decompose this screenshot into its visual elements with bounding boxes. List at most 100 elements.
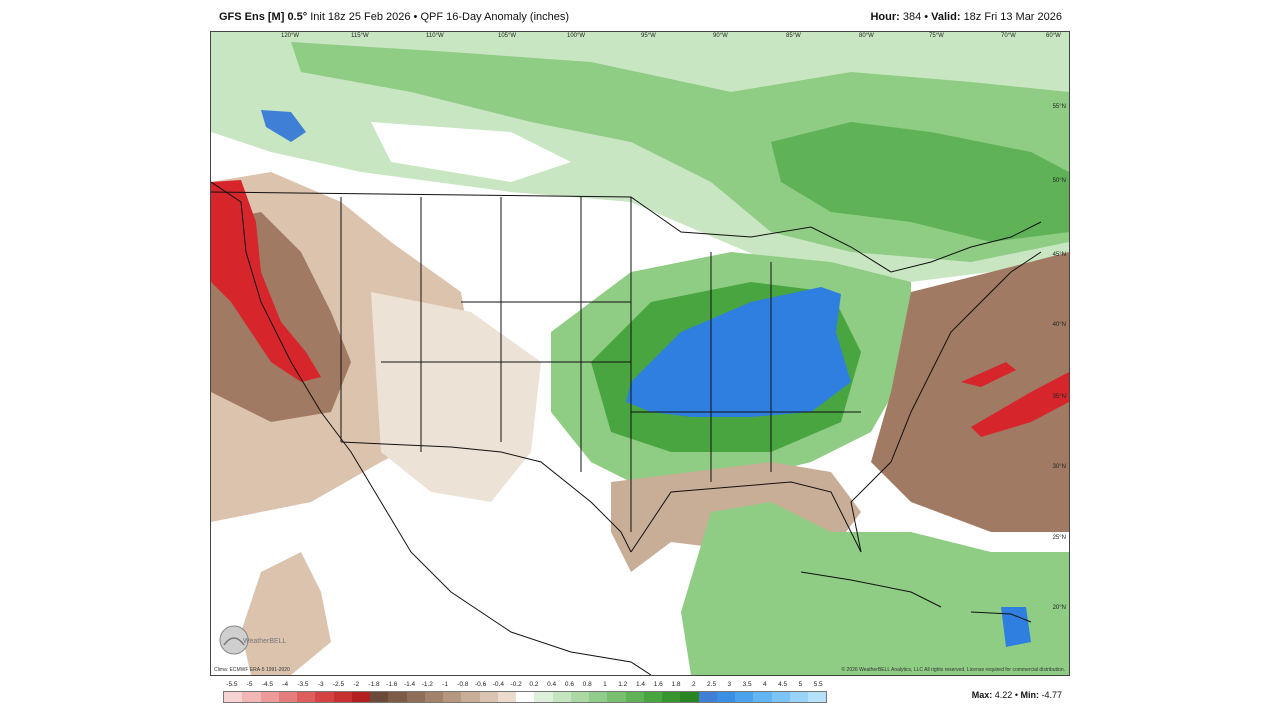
- legend-tick-label: -1.2: [421, 681, 433, 688]
- legend-swatch: [351, 692, 370, 702]
- legend-tick-label: 0.4: [547, 681, 557, 688]
- svg-text:WeatherBELL: WeatherBELL: [243, 638, 287, 645]
- legend-swatch: [333, 692, 352, 702]
- west-red: [211, 180, 321, 382]
- lon-label: 60°W: [1046, 33, 1061, 39]
- legend-swatch: [424, 692, 443, 702]
- copyright-credit: © 2026 WeatherBELL Analytics, LLC All ri…: [841, 667, 1065, 673]
- lat-label: 30°N: [1052, 464, 1066, 470]
- lon-label: 90°W: [713, 33, 728, 39]
- canada-white: [371, 122, 571, 182]
- state-lines: [340, 197, 861, 532]
- header-right: Hour: 384 • Valid: 18z Fri 13 Mar 2026: [870, 11, 1062, 23]
- legend-swatch: [808, 692, 827, 702]
- borders: [211, 181, 1042, 675]
- weatherbell-logo: WeatherBELL: [219, 625, 287, 655]
- map-panel: 120°W 115°W 110°W 105°W 100°W 95°W 90°W …: [210, 31, 1070, 676]
- legend-tick-label: -2: [353, 681, 360, 688]
- max-label: Max:: [971, 690, 993, 700]
- legend-swatch: [370, 692, 389, 702]
- legend-swatch: [680, 692, 699, 702]
- canada-deep-green: [771, 122, 1069, 242]
- legend-tick-label: 1.8: [671, 681, 681, 688]
- legend-swatch: [224, 692, 243, 702]
- lon-label: 110°W: [426, 33, 444, 39]
- legend-swatch: [479, 692, 498, 702]
- us-mexico-border: [340, 441, 632, 553]
- atlantic-brown: [871, 252, 1069, 532]
- hour-value: 384: [902, 11, 922, 23]
- lat-label: 45°N: [1052, 252, 1066, 258]
- legend-swatch: [461, 692, 480, 702]
- pacific-brown: [241, 552, 331, 675]
- nw-blue: [261, 110, 306, 142]
- legend-tick-label: -3.5: [297, 681, 309, 688]
- legend-tick-label: 4: [763, 681, 767, 688]
- legend-swatch: [315, 692, 334, 702]
- min-value: -4.77: [1041, 690, 1062, 700]
- anomaly-map: [211, 32, 1069, 675]
- lon-label: 100°W: [567, 33, 586, 39]
- lon-label: 85°W: [786, 33, 801, 39]
- min-label: Min:: [1020, 690, 1039, 700]
- legend-tick-label: -0.2: [510, 681, 522, 688]
- color-legend: -5.5 -5 -4.5 -4 -3.5 -3 -2.5 -2 -1.8 -1.6 -1.4 -1.2…: [223, 681, 827, 703]
- legend-tick-label: -5.5: [226, 681, 238, 688]
- lat-label: 50°N: [1052, 178, 1066, 184]
- lon-label: 120°W: [281, 33, 300, 39]
- legend-tick-label: 1.6: [653, 681, 663, 688]
- legend-tick-label: 5.5: [813, 681, 823, 688]
- legend-ticks: -5.5 -5 -4.5 -4 -3.5 -3 -2.5 -2 -1.8 -1.6 -1.4 -1.2…: [223, 681, 827, 691]
- lon-label: 80°W: [859, 33, 874, 39]
- lat-label: 20°N: [1052, 605, 1066, 611]
- atlantic-red-2: [971, 372, 1069, 437]
- legend-tick-label: 2: [691, 681, 696, 688]
- legend-tick-label: -1.6: [386, 681, 398, 688]
- legend-tick-label: -0.6: [475, 681, 487, 688]
- atlantic-red-1: [961, 362, 1016, 387]
- lat-label: 40°N: [1052, 322, 1066, 328]
- legend-swatch: [716, 692, 735, 702]
- max-value: 4.22: [994, 690, 1013, 700]
- legend-swatch: [552, 692, 571, 702]
- west-coast: [211, 181, 652, 675]
- legend-swatches: [223, 691, 827, 703]
- product-name: QPF 16-Day Anomaly (inches): [420, 11, 570, 23]
- caribbean-green: [681, 502, 1069, 675]
- legend-tick-label: 4.5: [778, 681, 788, 688]
- us-canada-border: [211, 191, 1042, 273]
- hour-label: Hour:: [870, 11, 900, 23]
- legend-swatch: [735, 692, 754, 702]
- legend-swatch: [516, 692, 535, 702]
- legend-tick-label: 0.6: [564, 681, 574, 688]
- legend-swatch: [388, 692, 407, 702]
- valid-label: Valid:: [931, 11, 961, 23]
- legend-swatch: [242, 692, 261, 702]
- legend-swatch: [771, 692, 790, 702]
- legend-swatch: [297, 692, 316, 702]
- legend-tick-label: 1.4: [635, 681, 646, 688]
- legend-tick-label: -4.5: [261, 681, 274, 688]
- caribbean-blue: [1001, 607, 1031, 647]
- legend-tick-label: -1.8: [368, 681, 380, 688]
- legend-swatch: [607, 692, 626, 702]
- legend-tick-label: -0.4: [492, 681, 504, 688]
- gulf-coast: [630, 481, 862, 553]
- legend-tick-label: 1.2: [618, 681, 628, 688]
- east-coast: [850, 251, 1042, 553]
- legend-tick-label: 5: [798, 681, 803, 688]
- legend-tick-label: -4: [282, 681, 289, 688]
- legend-tick-label: -0.8: [457, 681, 469, 688]
- lat-label: 35°N: [1052, 394, 1066, 400]
- lat-label: 25°N: [1052, 535, 1066, 541]
- legend-swatch: [278, 692, 297, 702]
- legend-swatch: [406, 692, 425, 702]
- init-time: Init 18z 25 Feb 2026: [310, 11, 411, 23]
- legend-swatch: [789, 692, 808, 702]
- hispaniola: [970, 611, 1032, 623]
- legend-swatch: [497, 692, 516, 702]
- legend-tick-label: -2.5: [332, 681, 345, 688]
- legend-swatch: [260, 692, 279, 702]
- legend-tick-label: 0.2: [529, 681, 539, 688]
- valid-value: 18z Fri 13 Mar 2026: [963, 11, 1062, 23]
